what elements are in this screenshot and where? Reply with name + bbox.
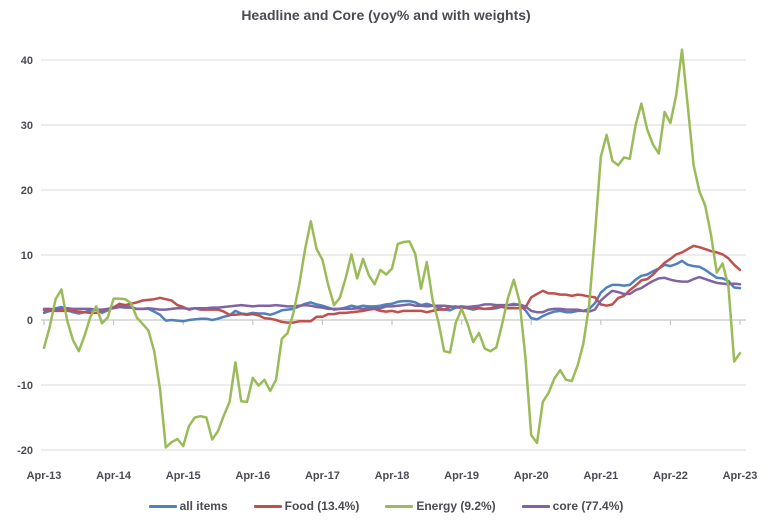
x-tick-label: Apr-21 — [583, 470, 618, 482]
x-tick-label: Apr-22 — [653, 470, 688, 482]
series-line-all-items — [42, 259, 742, 323]
y-tick-label: 10 — [21, 250, 33, 262]
y-tick-label: 0 — [27, 315, 33, 327]
legend-label-food: Food (13.4%) — [284, 499, 360, 513]
y-tick-label: 20 — [21, 185, 33, 197]
x-tick-label: Apr-17 — [305, 470, 340, 482]
x-tick-label: Apr-14 — [96, 470, 132, 482]
legend-item-energy: Energy (9.2%) — [385, 499, 496, 513]
legend-swatch-food — [253, 504, 282, 508]
legend-label-all-items: all items — [179, 499, 228, 513]
series-line-food — [42, 244, 742, 324]
x-tick-label: Apr-18 — [375, 470, 410, 482]
series-line-core — [42, 275, 742, 314]
legend-swatch-all-items — [148, 504, 177, 508]
chart-legend: all items Food (13.4%) Energy (9.2%) cor… — [0, 499, 772, 513]
x-tick-label: Apr-15 — [166, 470, 201, 482]
x-tick-label: Apr-13 — [27, 470, 62, 482]
legend-swatch-energy — [385, 504, 414, 508]
legend-item-core: core (77.4%) — [521, 499, 624, 513]
legend-label-core: core (77.4%) — [552, 499, 624, 513]
legend-item-all-items: all items — [148, 499, 228, 513]
x-tick-label: Apr-16 — [235, 470, 270, 482]
legend-label-energy: Energy (9.2%) — [416, 499, 496, 513]
x-tick-label: Apr-19 — [444, 470, 479, 482]
series-line-energy — [42, 48, 742, 449]
y-tick-label: 40 — [21, 55, 33, 67]
y-tick-label: 30 — [21, 120, 33, 132]
y-tick-label: -20 — [17, 445, 33, 457]
legend-item-food: Food (13.4%) — [253, 499, 360, 513]
legend-swatch-core — [521, 504, 550, 508]
x-tick-label: Apr-23 — [723, 470, 758, 482]
x-tick-label: Apr-20 — [514, 470, 549, 482]
y-tick-label: -10 — [17, 380, 33, 392]
chart-title: Headline and Core (yoy% and with weights… — [241, 7, 531, 23]
